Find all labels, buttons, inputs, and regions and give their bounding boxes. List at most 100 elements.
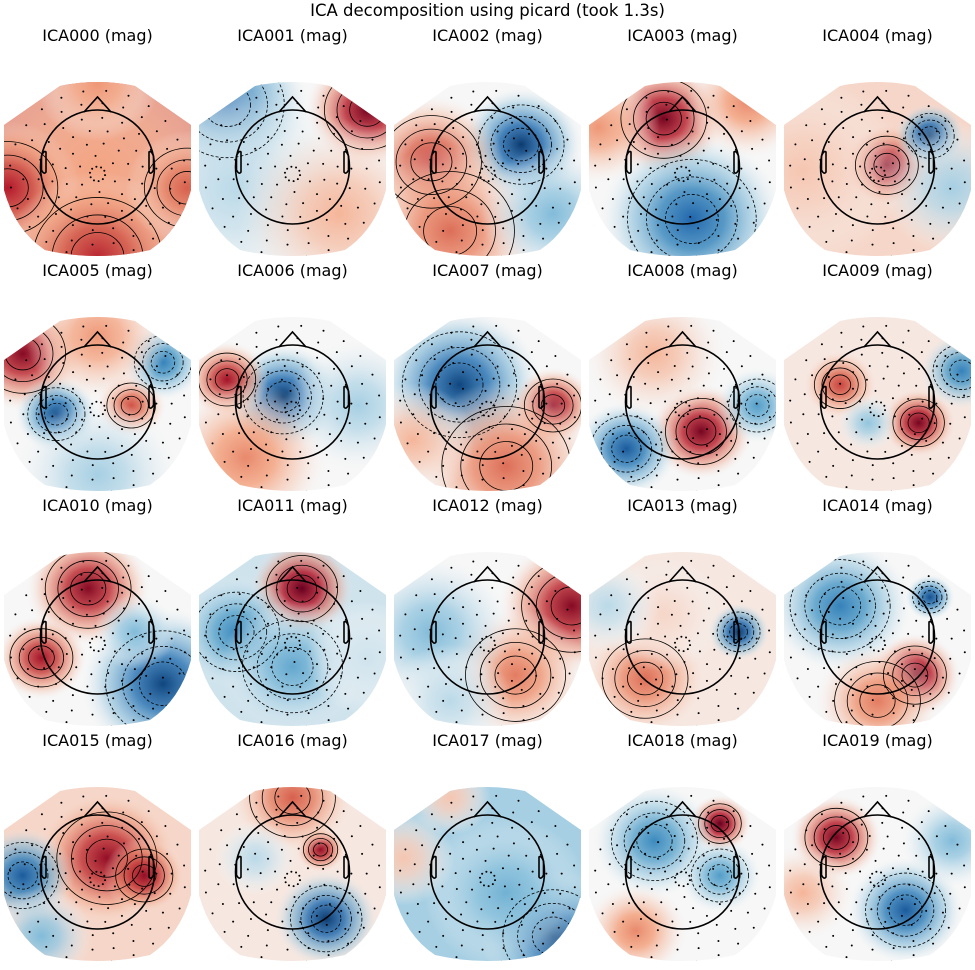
sensor-dot: [625, 813, 628, 816]
sensor-dot: [43, 432, 46, 435]
sensor-dot: [101, 648, 104, 651]
sensor-dot: [140, 821, 143, 824]
topomap-field: [784, 82, 971, 256]
sensor-dot: [860, 573, 863, 576]
sensor-dot: [912, 234, 915, 237]
sensor-dot: [866, 215, 869, 218]
sensor-dot: [238, 358, 241, 361]
sensor-dot: [737, 237, 740, 240]
sensor-dot: [689, 920, 692, 923]
sensor-dot: [630, 475, 633, 478]
sensor-dot: [697, 462, 700, 465]
sensor-dot: [460, 678, 463, 681]
sensor-dot: [164, 825, 167, 828]
sensor-dot: [941, 441, 944, 444]
sensor-dot: [674, 411, 677, 414]
sensor-dot: [918, 602, 921, 605]
sensor-dot: [9, 656, 12, 659]
sensor-dot: [449, 147, 452, 150]
topomap-panel: ICA004 (mag): [780, 0, 975, 256]
sensor-dot: [697, 242, 700, 245]
sensor-dot: [637, 699, 640, 702]
sensor-dot: [907, 162, 910, 165]
sensor-dot: [204, 656, 207, 659]
sensor-dot: [690, 324, 693, 327]
sensor-dot: [480, 908, 483, 911]
sensor-dot: [723, 602, 726, 605]
sensor-dot: [297, 612, 300, 615]
sensor-dot: [796, 677, 799, 680]
contour-line: [876, 883, 935, 937]
sensor-dot: [877, 415, 880, 418]
sensor-dot: [650, 418, 653, 421]
contour-line: [254, 370, 312, 424]
sensor-dot: [455, 956, 458, 959]
sensor-dot: [594, 186, 597, 189]
sensor-dot: [636, 398, 639, 401]
sensor-dot: [260, 486, 263, 489]
sensor-dot: [226, 609, 229, 612]
sensor-dot: [676, 167, 679, 170]
contour-line: [4, 842, 59, 909]
sensor-dot: [921, 887, 924, 890]
sensor-dot: [761, 608, 764, 611]
sensor-dot: [912, 249, 915, 252]
sensor-dot: [347, 472, 350, 475]
sensor-dot: [686, 648, 689, 651]
sensor-dot: [689, 409, 692, 412]
sensor-dot: [296, 178, 299, 181]
sensor-dot: [616, 844, 619, 847]
sensor-dot: [752, 691, 755, 694]
sensor-dot: [935, 835, 938, 838]
sensor-dot: [70, 709, 73, 712]
sensor-dot: [763, 437, 766, 440]
sensor-dot: [141, 652, 144, 655]
sensor-dot: [870, 438, 873, 441]
sensor-dot: [412, 883, 415, 886]
topomap: [4, 82, 191, 256]
sensor-dot: [293, 661, 296, 664]
sensor-dot: [322, 329, 325, 332]
topomap-field: [394, 787, 581, 961]
sensor-dot: [958, 437, 961, 440]
sensor-dot: [902, 811, 905, 814]
sensor-dot: [37, 648, 40, 651]
sensor-dot: [167, 456, 170, 459]
sensor-dot: [70, 474, 73, 477]
sensor-dot: [950, 637, 953, 640]
sensor-dot: [325, 923, 328, 926]
sensor-dot: [740, 600, 743, 603]
sensor-dot: [665, 588, 668, 591]
sensor-dot: [531, 887, 534, 890]
sensor-dot: [378, 181, 381, 184]
sensor-dot: [956, 138, 959, 141]
sensor-dot: [949, 892, 952, 895]
sensor-dot: [43, 667, 46, 670]
sensor-dot: [963, 159, 966, 162]
sensor-dot: [141, 182, 144, 185]
sensor-dot: [827, 375, 830, 378]
sensor-dot: [317, 372, 320, 375]
sensor-dot: [871, 478, 874, 481]
left-ear-outline: [235, 620, 242, 644]
sensor-dot: [135, 619, 138, 622]
sensor-dot: [512, 576, 515, 579]
sensor-dot: [676, 637, 679, 640]
sensor-dot: [607, 883, 610, 886]
sensor-dot: [901, 356, 904, 359]
sensor-dot: [127, 564, 130, 567]
sensor-dot: [501, 162, 504, 165]
sensor-dot: [886, 600, 889, 603]
sensor-dot: [613, 695, 616, 698]
sensor-dot: [340, 439, 343, 442]
left-ear-outline: [235, 385, 242, 409]
sensor-dot: [413, 158, 416, 161]
sensor-dot: [270, 196, 273, 199]
sensor-dot: [611, 667, 614, 670]
sensor-dot: [286, 464, 289, 467]
sensor-dot: [133, 903, 136, 906]
sensor-dot: [566, 608, 569, 611]
sensor-dot: [481, 478, 484, 481]
sensor-dot: [104, 920, 107, 923]
sensor-dot: [840, 815, 843, 818]
